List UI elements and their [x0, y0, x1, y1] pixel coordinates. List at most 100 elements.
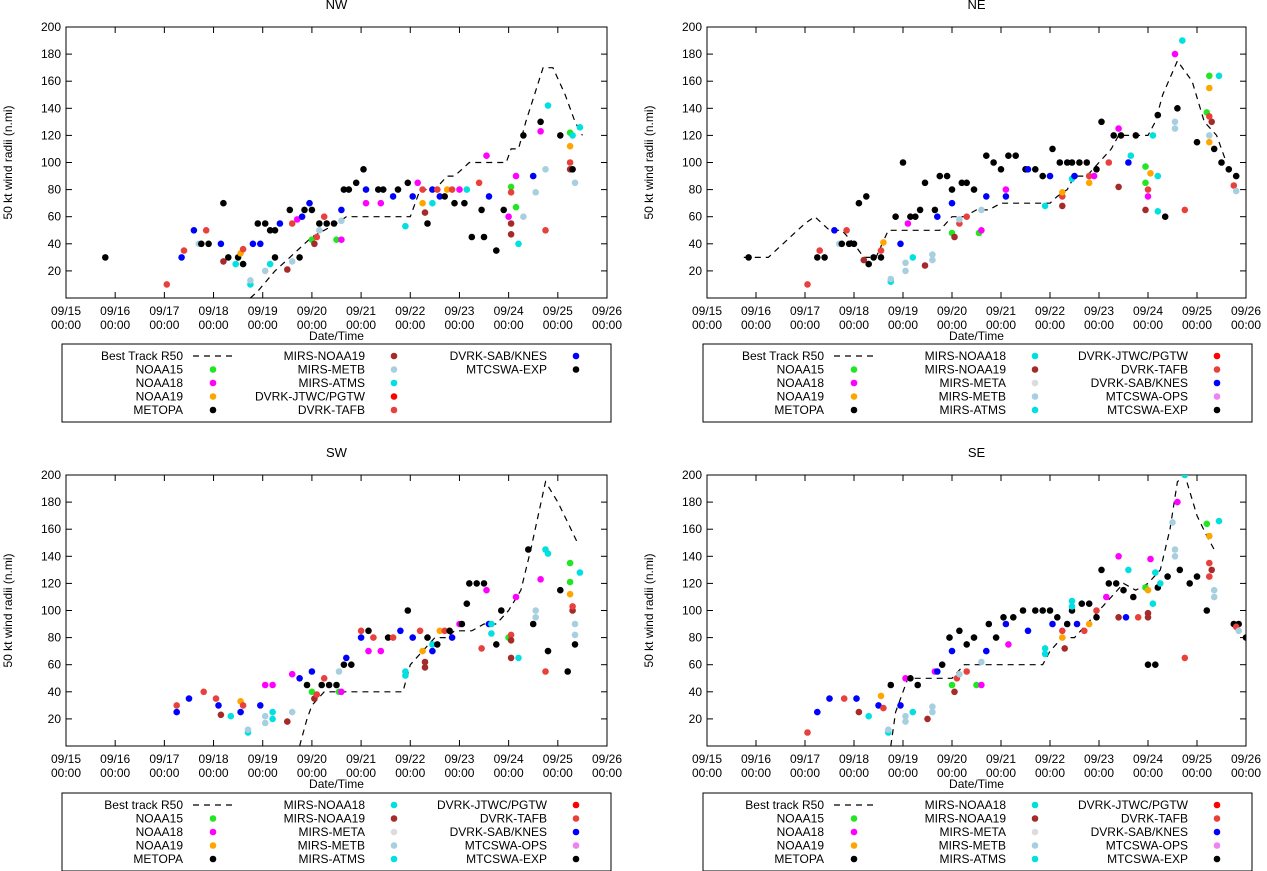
y-tick-label: 80 [48, 631, 62, 645]
x-tick-label: 09/20 00:00 [937, 304, 967, 332]
data-point [1046, 172, 1054, 180]
data-point [1012, 152, 1019, 159]
data-point [1206, 113, 1213, 120]
legend-marker [1031, 379, 1039, 387]
data-point [357, 627, 365, 635]
data-point [215, 702, 222, 709]
y-tick-label: 200 [41, 468, 61, 482]
data-point [1215, 72, 1223, 80]
y-tick-label: 40 [689, 685, 703, 699]
legend-label: MIRS-ATMS [299, 852, 365, 866]
data-point [978, 206, 985, 214]
legend-label: MTCSWA-OPS [465, 839, 547, 853]
legend-label: NOAA15 [136, 812, 184, 826]
data-point [421, 658, 429, 666]
data-point [902, 718, 909, 725]
data-point [1203, 607, 1211, 614]
data-point [1181, 475, 1189, 479]
data-point [1071, 172, 1078, 180]
x-tick-label: 09/18 00:00 [839, 304, 869, 332]
data-point [929, 708, 936, 716]
data-point [983, 193, 990, 200]
data-point [429, 199, 436, 207]
data-point [1232, 187, 1240, 195]
legend-marker [850, 828, 858, 836]
data-point [404, 179, 412, 187]
data-point [1019, 607, 1027, 614]
x-tick-label: 09/15 00:00 [51, 304, 81, 332]
data-point [845, 240, 853, 248]
data-point [814, 708, 821, 716]
legend-label: METOPA [133, 403, 183, 417]
y-tick-label: 140 [41, 101, 61, 115]
data-point [970, 186, 978, 193]
chart-title: SW [326, 445, 348, 460]
legend-box [61, 792, 612, 871]
y-tick-label: 20 [48, 264, 62, 278]
legend-label: MIRS-NOAA19 [925, 363, 1007, 377]
data-point [311, 240, 318, 248]
data-point [934, 668, 941, 675]
data-point [1232, 172, 1240, 180]
legend-label: DVRK-SAB/KNES [1091, 825, 1188, 839]
data-point [924, 715, 931, 723]
data-point [863, 193, 870, 200]
data-point [576, 569, 584, 576]
data-point [921, 262, 929, 269]
data-point [934, 213, 941, 220]
data-point [831, 227, 838, 234]
data-point [370, 634, 377, 641]
x-axis-label: Date/Time [949, 777, 1004, 791]
chart-panel-nw: NW 20 40 60 80 100 120 140 160 180 200 09/15 00:00 09… [1, 0, 622, 423]
legend-marker [572, 366, 580, 373]
data-point [239, 702, 247, 709]
data-point [325, 681, 333, 689]
legend-label: METOPA [774, 403, 824, 417]
data-point [409, 193, 417, 200]
data-point [1147, 170, 1154, 177]
data-point [1157, 580, 1164, 587]
y-tick-label: 180 [41, 47, 61, 61]
data-point [532, 607, 539, 614]
data-point [569, 132, 576, 139]
data-point [525, 546, 532, 553]
data-point [1054, 614, 1061, 621]
data-point [1085, 179, 1093, 187]
x-tick-label: 09/22 00:00 [395, 752, 425, 780]
data-point [566, 590, 574, 598]
data-point [1132, 132, 1140, 139]
y-tick-label: 120 [41, 128, 61, 142]
y-axis-label: 50 kt wind radii (n.mi) [1, 105, 15, 219]
y-tick-label: 60 [689, 658, 703, 672]
data-point [946, 634, 953, 641]
x-tick-label: 09/24 00:00 [494, 304, 524, 332]
data-point [102, 254, 109, 261]
data-point [566, 578, 574, 586]
data-point [1208, 118, 1215, 126]
data-point [909, 254, 917, 261]
data-point [1039, 172, 1046, 180]
plot-data [173, 480, 584, 746]
chart-panel-se: SE 20 40 60 80 100 120 140 160 180 200 09/15 00:00 09… [642, 445, 1261, 871]
data-point [200, 688, 207, 696]
legend-label: MIRS-META [299, 825, 365, 839]
data-point [316, 227, 323, 234]
data-point [537, 118, 544, 126]
data-point [855, 708, 863, 716]
data-point [1078, 600, 1086, 607]
legend-label: DVRK-SAB/KNES [450, 825, 547, 839]
x-tick-label: 09/26 00:00 [592, 752, 622, 780]
data-point [904, 220, 912, 227]
legend-label: MIRS-NOAA18 [284, 798, 366, 812]
data-point [1098, 566, 1105, 574]
data-point [1152, 661, 1159, 668]
legend-marker [1031, 393, 1039, 400]
legend-label: DVRK-SAB/KNES [1091, 376, 1188, 390]
data-point [488, 620, 495, 628]
legend-label: MIRS-NOAA19 [284, 812, 366, 826]
data-point [948, 647, 956, 655]
data-point [261, 712, 269, 720]
legend-label: MIRS-METB [939, 390, 1006, 404]
data-point [963, 179, 970, 187]
data-point [821, 254, 828, 261]
